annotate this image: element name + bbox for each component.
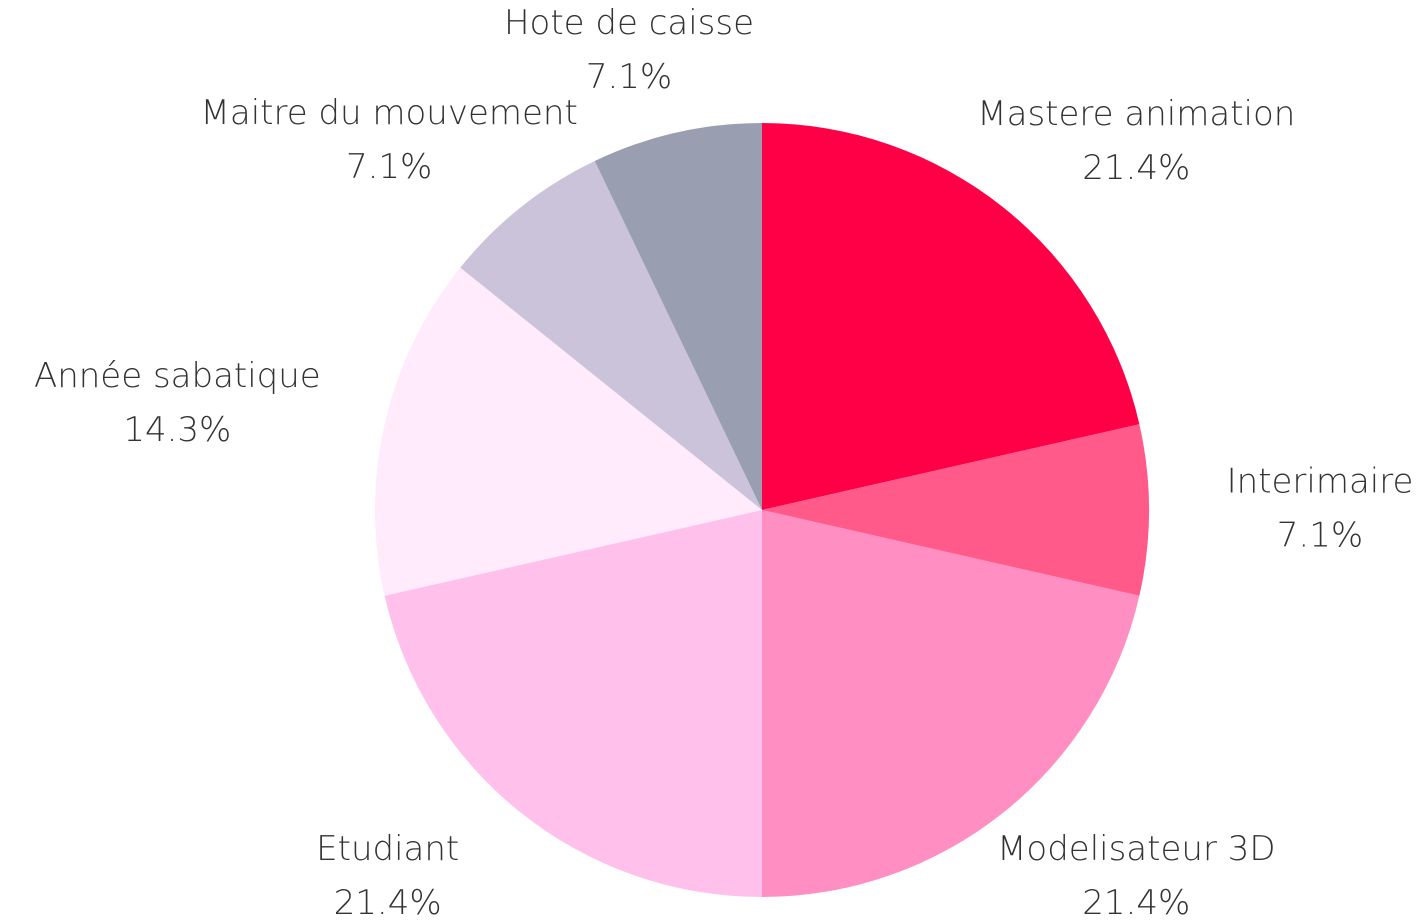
slice-value: 7.1% — [346, 147, 432, 187]
slice-value: 14.3% — [123, 410, 231, 450]
slice-value: 21.4% — [1082, 883, 1190, 923]
slice-label: Mastere animation — [977, 94, 1295, 134]
slice-label: Interimaire — [1227, 462, 1414, 502]
slice-label: Etudiant — [316, 829, 459, 869]
pie-slice — [594, 123, 762, 510]
slice-value: 7.1% — [1277, 516, 1363, 556]
slice-label: Modelisateur 3D — [997, 829, 1275, 869]
pie-slice — [762, 123, 1140, 510]
pie-slice — [762, 424, 1149, 596]
slice-label: Année sabatique — [34, 356, 321, 396]
slice-value: 7.1% — [586, 57, 672, 97]
slice-value: 21.4% — [1082, 148, 1190, 188]
pie-slice — [762, 510, 1140, 898]
pie-slice — [460, 161, 762, 511]
slice-label: Maitre du mouvement — [201, 93, 578, 133]
slice-value: 21.4% — [334, 883, 442, 923]
pie-slice — [375, 267, 762, 596]
pie-slice — [384, 510, 762, 897]
slice-label: Hote de caisse — [504, 3, 754, 43]
